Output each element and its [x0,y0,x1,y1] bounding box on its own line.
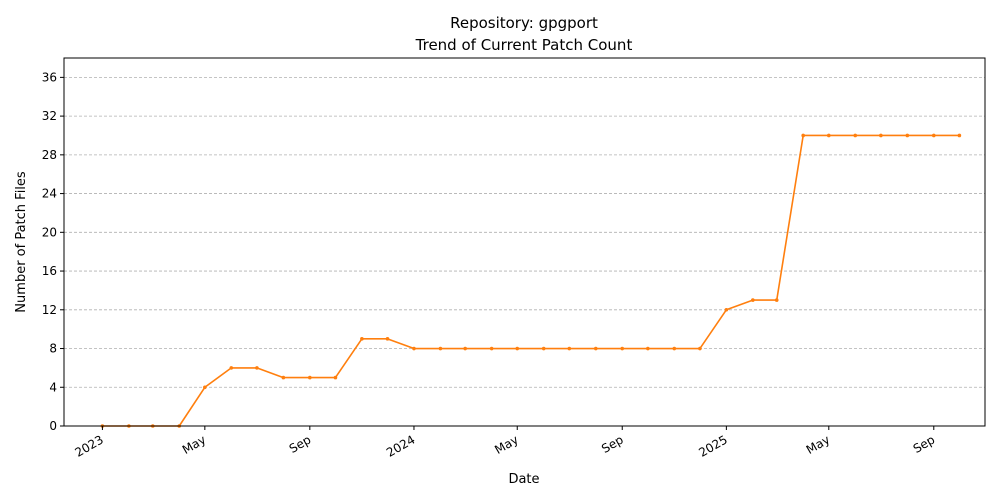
data-point [567,346,572,351]
x-tick-label: May [804,432,832,457]
chart-title: Repository: gpgport [450,14,598,32]
data-point [412,346,416,351]
chart-subtitle: Trend of Current Patch Count [415,36,633,54]
data-point [463,346,467,351]
data-point [931,133,936,138]
x-axis: 2023 May Sep 2024 May Sep 2025 May Sep [72,426,937,460]
data-point [957,133,962,138]
data-point [801,133,805,138]
data-point [360,337,364,341]
data-point [333,375,338,380]
x-tick-label: 2024 [384,432,417,459]
x-tick-label: May [492,432,520,457]
y-tick-label: 24 [42,187,57,201]
y-tick-label: 16 [42,264,57,278]
data-point [385,337,390,341]
x-axis-label: Date [508,472,539,487]
y-tick-label: 20 [42,225,57,239]
y-tick-label: 28 [42,148,57,162]
data-point [593,346,598,351]
y-axis-label: Number of Patch Files [14,171,29,313]
y-tick-label: 32 [42,109,57,123]
data-point [515,346,520,351]
data-point [672,346,677,351]
y-tick-label: 4 [49,380,57,394]
data-point [751,298,755,302]
data-point [879,133,883,138]
y-axis: 0 4 8 12 16 20 24 28 32 36 [42,70,64,433]
data-point [826,133,831,138]
plot-frame [63,57,986,427]
data-point [255,366,259,370]
x-tick-label: 2025 [696,432,729,459]
data-point [774,298,779,302]
data-point [646,346,650,351]
y-tick-label: 12 [42,303,57,317]
grid [64,76,985,388]
data-point [698,346,702,351]
data-point [905,133,910,138]
x-tick-label: Sep [599,432,626,455]
x-tick-label: Sep [911,432,938,455]
x-tick-label: Sep [287,432,314,455]
data-point [620,346,625,351]
data-point [853,133,858,138]
x-tick-label: May [180,432,208,457]
y-tick-label: 36 [42,70,57,84]
series-line [102,134,960,427]
data-point [438,346,443,351]
series-orange [100,133,962,428]
data-point [308,375,312,380]
x-tick-label: 2023 [72,432,105,459]
data-point [724,307,729,312]
data-point [489,346,494,351]
data-point [281,375,286,380]
y-tick-label: 0 [49,419,57,433]
y-tick-label: 8 [49,342,57,356]
data-point [203,385,207,390]
data-point [229,366,234,370]
data-point [541,346,546,351]
